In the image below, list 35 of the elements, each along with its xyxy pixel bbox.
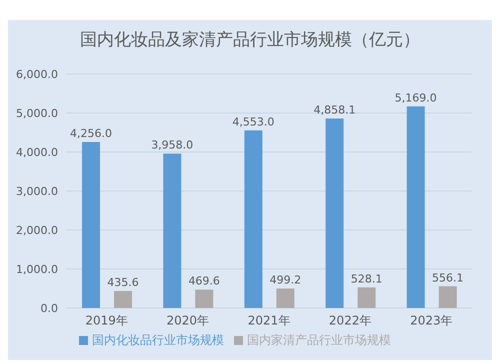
- x-tick-label: 2023年: [410, 314, 453, 328]
- y-tick-label: 1,000.0: [16, 262, 58, 276]
- y-tick-label: 0.0: [40, 302, 58, 315]
- data-label: 4,256.0: [70, 127, 112, 140]
- data-label: 4,553.0: [232, 115, 274, 128]
- legend-label: 国内化妆品行业市场规模: [92, 333, 224, 347]
- y-tick-label: 6,000.0: [16, 68, 58, 81]
- data-label: 435.6: [107, 276, 139, 290]
- data-label: 5,169.0: [394, 91, 437, 104]
- y-tick-label: 2,000.0: [16, 224, 58, 237]
- data-label: 4,858.1: [314, 104, 356, 117]
- bar: [114, 291, 132, 308]
- data-label: 528.1: [350, 272, 382, 286]
- chart-title: 国内化妆品及家清产品行业市场规模（亿元）: [79, 29, 421, 52]
- x-tick-label: 2019年: [85, 314, 128, 328]
- bar: [438, 286, 457, 308]
- x-tick-label: 2020年: [166, 314, 210, 328]
- x-tick-label: 2022年: [328, 314, 372, 328]
- bar: [276, 288, 294, 308]
- legend-label: 国内家清产品行业市场规模: [247, 333, 391, 347]
- bar: [326, 118, 344, 308]
- y-tick-label: 4,000.0: [16, 146, 58, 159]
- data-label: 3,958.0: [151, 138, 194, 152]
- data-label: 499.2: [270, 274, 302, 287]
- y-tick-label: 3,000.0: [16, 184, 58, 198]
- x-tick-label: 2021年: [248, 314, 290, 328]
- bar: [358, 287, 376, 308]
- bar: [406, 106, 425, 308]
- bar: [163, 154, 182, 308]
- data-label: 469.6: [188, 274, 220, 288]
- y-tick-label: 5,000.0: [16, 106, 58, 120]
- bar: [244, 130, 262, 308]
- bar: [195, 290, 214, 308]
- data-label: 556.1: [432, 271, 464, 284]
- bar: [82, 142, 100, 308]
